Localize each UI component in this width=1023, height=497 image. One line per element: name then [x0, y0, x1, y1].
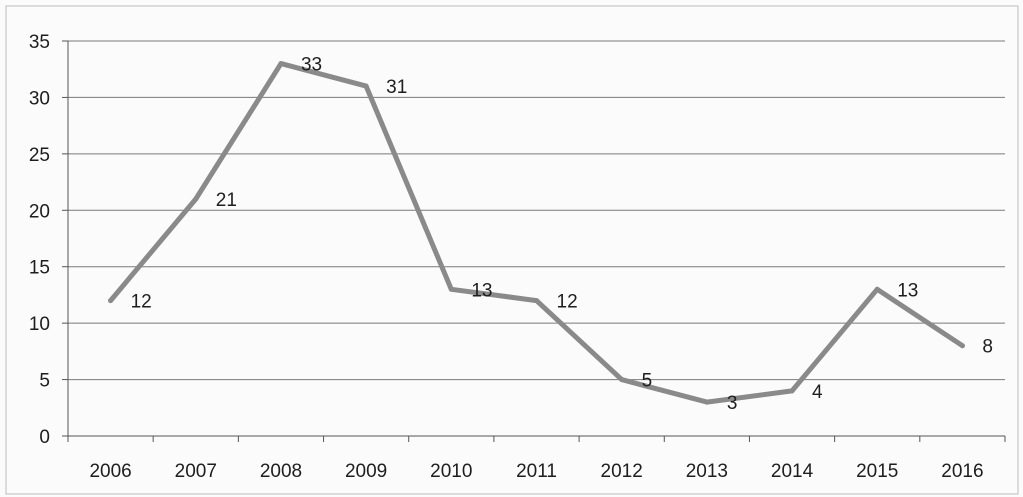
data-label: 3 [727, 393, 738, 414]
data-point [789, 388, 795, 394]
data-label: 5 [642, 371, 653, 392]
data-label: 12 [557, 292, 578, 313]
data-point [534, 298, 539, 304]
series-line [108, 61, 965, 405]
data-label: 13 [471, 280, 492, 301]
data-point [193, 196, 199, 202]
x-tick-label: 2014 [771, 461, 814, 482]
y-tick-label: 10 [29, 314, 50, 335]
y-tick-label: 20 [29, 201, 50, 222]
data-point [108, 298, 114, 304]
data-label: 8 [982, 337, 993, 358]
series-line-group [108, 61, 965, 405]
data-point [874, 286, 880, 292]
x-tick-label: 2012 [601, 461, 643, 482]
data-label: 31 [386, 77, 407, 98]
chart-border [5, 5, 1019, 495]
data-point [959, 343, 965, 349]
y-tick-label: 35 [29, 32, 50, 53]
x-tick-labels: 2006 2007 2008 2009 2010 2011 2012 2013 2014 2015… [89, 461, 983, 482]
data-labels: 12 21 33 31 13 12 5 3 4 13 8 [131, 55, 993, 415]
y-tick-label: 25 [29, 145, 50, 166]
x-tick-label: 2015 [856, 461, 898, 482]
data-point [704, 399, 710, 405]
gridlines [68, 40, 1005, 381]
y-tick-label: 30 [29, 88, 50, 109]
y-tick-label: 0 [39, 427, 50, 448]
axes [62, 40, 1006, 442]
data-label: 21 [216, 190, 237, 211]
data-point [278, 61, 284, 67]
x-tick-label: 2013 [686, 461, 728, 482]
data-point [448, 286, 454, 292]
data-label: 12 [131, 292, 152, 313]
x-tick-label: 2008 [260, 461, 302, 482]
x-tick-label: 2010 [430, 461, 472, 482]
y-tick-label: 5 [39, 371, 50, 392]
data-point [619, 377, 625, 383]
x-tick-label: 2016 [941, 461, 983, 482]
data-label: 13 [897, 280, 918, 301]
data-label: 4 [812, 382, 823, 403]
x-tick-label: 2006 [89, 461, 131, 482]
y-tick-label: 15 [29, 258, 50, 279]
data-label: 33 [301, 55, 322, 76]
x-tick-label: 2007 [175, 461, 217, 482]
x-tick-label: 2011 [516, 461, 557, 482]
data-point [363, 83, 369, 89]
y-tick-labels: 0 5 10 15 20 25 30 35 [29, 32, 50, 448]
x-tick-label: 2009 [345, 461, 387, 482]
